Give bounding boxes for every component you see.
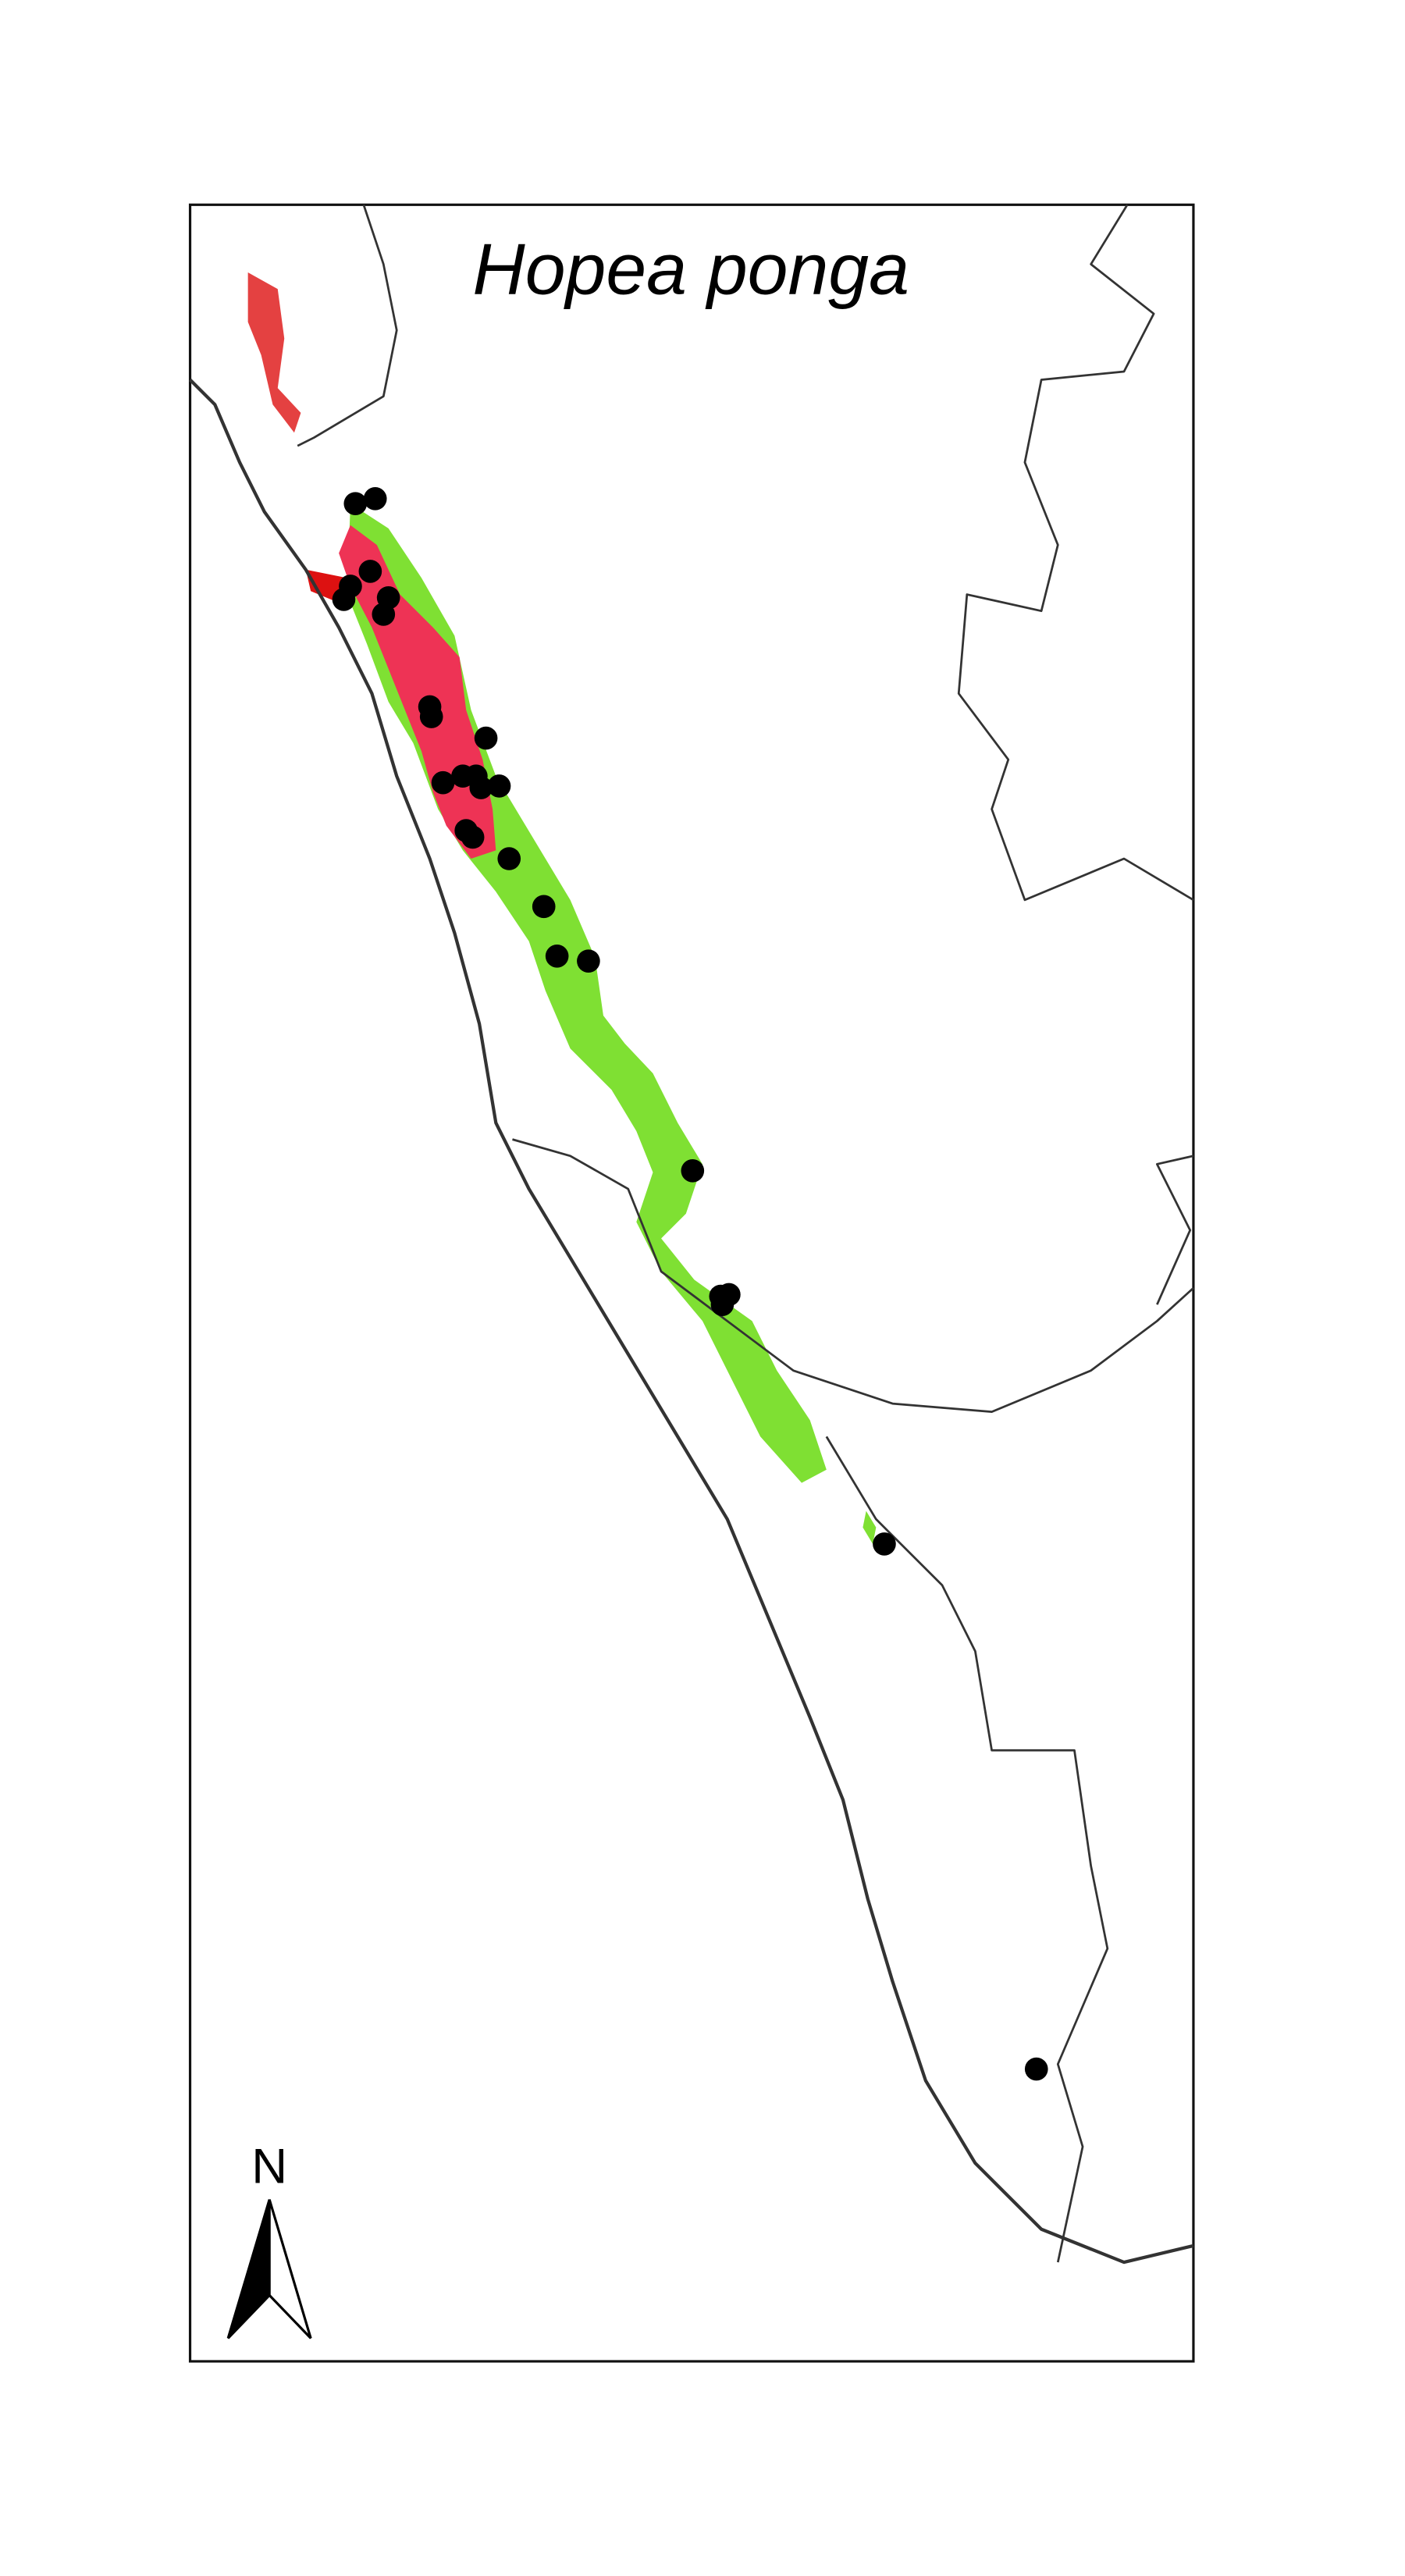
- occurrence-point: [332, 588, 356, 611]
- north-arrow: [268, 2199, 312, 2339]
- occurrence-point: [474, 726, 498, 750]
- map-frame: [188, 203, 1195, 2363]
- state-border: [825, 1436, 1109, 2263]
- coastline: [189, 379, 1194, 2265]
- occurrence-point: [873, 1532, 896, 1556]
- occurrence-point: [431, 770, 455, 795]
- map-title: Hopea ponga: [472, 229, 909, 310]
- occurrence-point: [461, 825, 485, 849]
- occurrence-point: [487, 774, 511, 798]
- north-label: N: [251, 2140, 287, 2194]
- occurrence-points: [332, 487, 1048, 2081]
- occurrence-point: [710, 1293, 735, 1316]
- state-border: [957, 204, 1194, 902]
- state-border: [297, 204, 398, 447]
- state-border: [1155, 1155, 1194, 1305]
- state-border: [512, 1138, 1194, 1414]
- occurrence-point: [577, 949, 600, 973]
- occurrence-point: [372, 603, 396, 626]
- occurrence-point: [469, 776, 493, 799]
- occurrence-point: [1024, 2057, 1048, 2081]
- occurrence-point: [419, 705, 443, 728]
- occurrence-point: [363, 487, 387, 511]
- occurrence-point: [681, 1159, 705, 1183]
- occurrence-point: [343, 492, 368, 515]
- occurrence-point: [532, 895, 556, 919]
- occurrence-point: [497, 847, 521, 870]
- high-suitability: [247, 272, 301, 433]
- suitable-habitat: [863, 1510, 877, 1544]
- occurrence-point: [545, 945, 569, 968]
- occurrence-point: [358, 560, 382, 583]
